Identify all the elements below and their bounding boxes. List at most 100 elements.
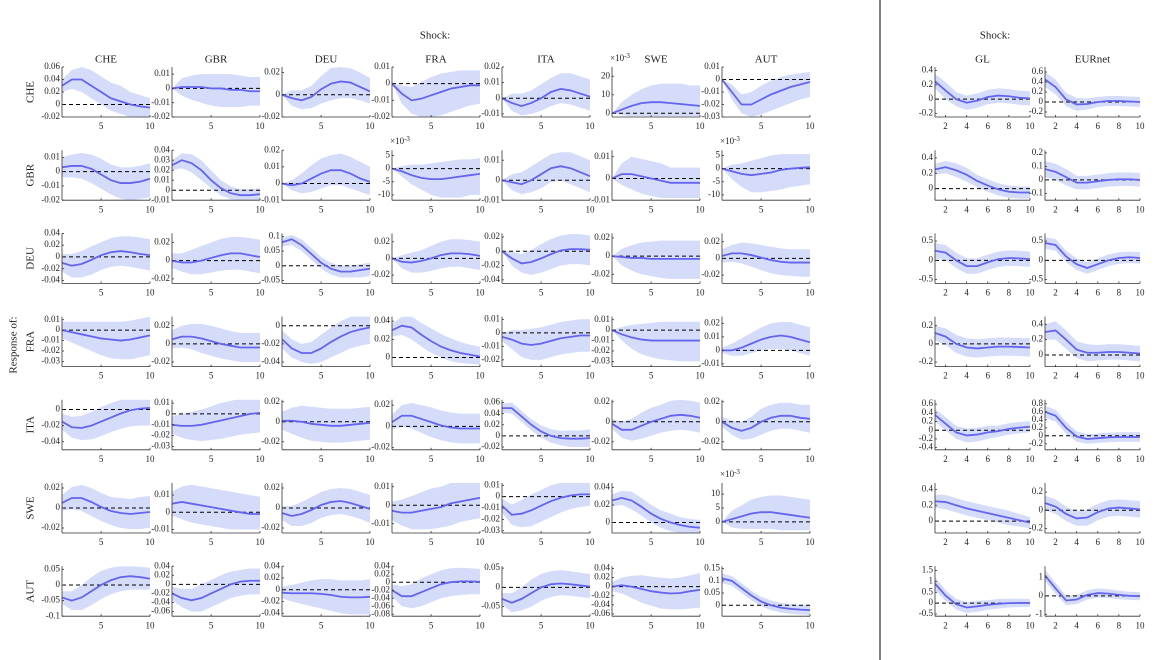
subplot bbox=[502, 319, 590, 360]
y-tick-label: 0.01 bbox=[484, 77, 500, 87]
x-tick-label: 10 bbox=[586, 371, 596, 381]
y-tick-label: -0.01 bbox=[371, 94, 390, 104]
y-tick-label: -0.04 bbox=[261, 607, 280, 617]
y-tick-label: -0.04 bbox=[41, 275, 60, 285]
y-tick-label: -0.02 bbox=[701, 436, 720, 446]
y-tick-label: -0.04 bbox=[151, 597, 170, 607]
x-tick-label: 10 bbox=[586, 454, 596, 464]
confidence-band bbox=[172, 399, 260, 442]
y-tick-label: 0.01 bbox=[484, 154, 500, 164]
subplot bbox=[612, 240, 700, 279]
y-tick-label: -0.4 bbox=[919, 442, 934, 452]
column-title: FRA bbox=[425, 54, 446, 66]
x-tick-label: 5 bbox=[99, 287, 104, 297]
x-tick-label: 8 bbox=[1117, 204, 1122, 214]
response-line bbox=[392, 580, 480, 598]
x-tick-label: 5 bbox=[539, 620, 544, 630]
y-tick-label: 0 bbox=[716, 344, 721, 354]
confidence-band bbox=[282, 153, 370, 196]
response-line bbox=[502, 334, 590, 346]
x-tick-label: 2 bbox=[943, 537, 948, 547]
multiplier-base: ×10 bbox=[610, 53, 625, 63]
y-tick-label: 0 bbox=[166, 338, 171, 348]
subplot bbox=[62, 399, 150, 441]
y-tick-label: 0.01 bbox=[264, 161, 280, 171]
x-tick-label: 5 bbox=[209, 454, 214, 464]
x-tick-label: 10 bbox=[806, 371, 816, 381]
x-tick-label: 10 bbox=[476, 287, 486, 297]
y-tick-label: 0.02 bbox=[264, 572, 280, 582]
row-label: DEU bbox=[25, 247, 37, 270]
y-tick-label: 0 bbox=[276, 178, 281, 188]
response-line bbox=[935, 500, 1030, 524]
x-tick-label: 5 bbox=[319, 454, 324, 464]
confidence-band bbox=[62, 316, 150, 360]
x-tick-label: 4 bbox=[964, 537, 969, 547]
y-tick-label: -0.05 bbox=[41, 595, 60, 605]
x-tick-label: 5 bbox=[429, 121, 434, 131]
x-tick-label: 10 bbox=[806, 537, 816, 547]
y-tick-label: 0.2 bbox=[1032, 86, 1043, 96]
y-tick-label: 0.02 bbox=[374, 236, 390, 246]
y-tick-label: -0.02 bbox=[151, 111, 170, 121]
x-tick-label: 8 bbox=[1007, 537, 1012, 547]
x-tick-label: 6 bbox=[1096, 121, 1101, 131]
subplot bbox=[1045, 495, 1140, 526]
axis-multiplier: ×10-3 bbox=[390, 135, 410, 146]
y-tick-label: -0.02 bbox=[261, 338, 280, 348]
y-tick-label: 10 bbox=[601, 89, 611, 99]
y-tick-label: -0.01 bbox=[591, 194, 610, 204]
y-tick-label: -0.04 bbox=[591, 599, 610, 609]
y-tick-label: 0.4 bbox=[1032, 414, 1044, 424]
confidence-band bbox=[1045, 569, 1140, 606]
x-tick-label: 5 bbox=[539, 371, 544, 381]
column-title: DEU bbox=[315, 54, 338, 66]
y-tick-label: 0.02 bbox=[154, 569, 170, 579]
response-line bbox=[612, 496, 700, 529]
y-tick-label: 0.01 bbox=[44, 151, 60, 161]
x-tick-label: 5 bbox=[209, 371, 214, 381]
response-line bbox=[282, 419, 370, 427]
subplot bbox=[392, 316, 480, 365]
x-tick-label: 5 bbox=[649, 620, 654, 630]
response-line bbox=[935, 582, 1030, 609]
y-tick-label: -0.03 bbox=[701, 111, 720, 121]
x-tick-label: 2 bbox=[943, 371, 948, 381]
x-tick-label: 4 bbox=[964, 287, 969, 297]
y-tick-label: -0.01 bbox=[41, 180, 60, 190]
y-tick-label: 0.02 bbox=[374, 333, 390, 343]
y-tick-label: -0.05 bbox=[481, 601, 500, 611]
x-tick-label: 5 bbox=[759, 620, 764, 630]
subplot bbox=[62, 67, 150, 117]
x-tick-label: 10 bbox=[366, 121, 376, 131]
subplot bbox=[62, 236, 150, 278]
y-tick-label: 0 bbox=[716, 252, 721, 262]
y-tick-label: -0.02 bbox=[41, 111, 60, 121]
x-tick-label: 10 bbox=[1136, 204, 1146, 214]
y-tick-label: -1 bbox=[1036, 608, 1044, 618]
x-tick-label: 4 bbox=[1074, 537, 1079, 547]
y-tick-label: 0 bbox=[276, 416, 281, 426]
response-line bbox=[935, 166, 1030, 194]
y-tick-label: 0.04 bbox=[44, 227, 60, 237]
subplot bbox=[172, 323, 260, 363]
confidence-band bbox=[935, 74, 1030, 110]
y-tick-label: 0.02 bbox=[44, 482, 60, 492]
y-tick-label: 10 bbox=[711, 488, 721, 498]
x-tick-label: 10 bbox=[476, 537, 486, 547]
y-tick-label: -0.02 bbox=[151, 356, 170, 366]
y-tick-label: -0.02 bbox=[481, 441, 500, 451]
x-tick-label: 4 bbox=[964, 454, 969, 464]
y-tick-label: -0.02 bbox=[701, 269, 720, 279]
column-title: SWE bbox=[644, 54, 668, 66]
subplot bbox=[612, 490, 700, 533]
y-tick-label: -0.01 bbox=[151, 524, 170, 534]
x-tick-label: 5 bbox=[319, 371, 324, 381]
y-tick-label: 5 bbox=[716, 502, 721, 512]
confidence-band bbox=[935, 408, 1030, 443]
y-tick-label: -0.04 bbox=[481, 274, 500, 284]
x-tick-label: 5 bbox=[429, 204, 434, 214]
x-tick-label: 6 bbox=[986, 620, 991, 630]
x-tick-label: 10 bbox=[1136, 620, 1146, 630]
x-tick-label: 6 bbox=[986, 371, 991, 381]
